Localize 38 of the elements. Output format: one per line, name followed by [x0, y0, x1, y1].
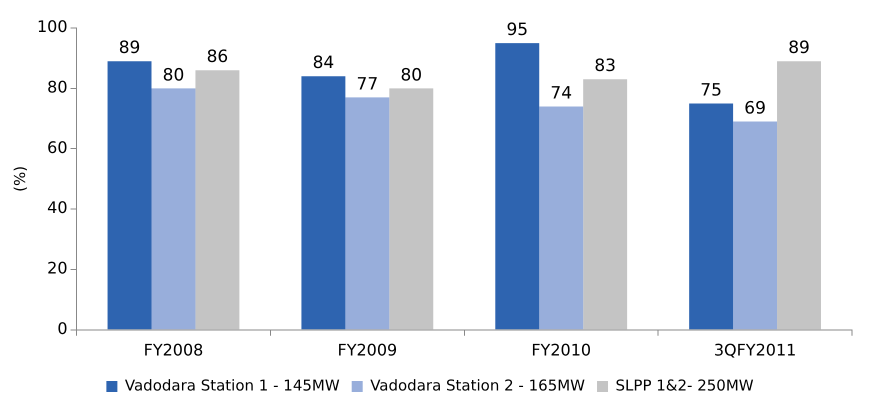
y-tick-label: 40 — [47, 198, 68, 218]
data-label: 86 — [206, 47, 228, 68]
bar — [195, 70, 240, 330]
y-tick-label: 0 — [57, 318, 68, 338]
bar — [495, 43, 540, 330]
data-label: 95 — [506, 20, 528, 40]
y-axis-title: (%) — [10, 166, 29, 192]
y-tick-label: 20 — [47, 258, 68, 278]
data-label: 89 — [118, 38, 140, 58]
x-tick-label: FY2008 — [144, 340, 204, 360]
data-label: 77 — [356, 74, 378, 94]
bar — [733, 122, 778, 330]
x-tick-label: 3QFY2011 — [714, 340, 796, 360]
data-label: 83 — [594, 56, 616, 76]
bar — [108, 61, 152, 330]
bar — [689, 103, 734, 330]
bar — [389, 88, 434, 330]
bar — [539, 106, 584, 330]
bar — [301, 76, 346, 330]
y-tick-label: 80 — [47, 78, 68, 97]
data-label: 80 — [400, 65, 422, 86]
y-tick-label: 60 — [47, 138, 68, 157]
bar — [345, 97, 390, 330]
x-tick-label: FY2009 — [337, 340, 398, 360]
data-label: 89 — [788, 38, 810, 58]
legend-label: Vadodara Station 1 - 145MW — [124, 376, 340, 394]
legend-label: SLPP 1&2- 250MW — [616, 376, 754, 394]
data-label: 84 — [312, 53, 334, 74]
x-tick-label: FY2010 — [531, 340, 592, 360]
bar — [777, 61, 821, 330]
y-tick-label: 100 — [36, 17, 68, 36]
data-label: 74 — [550, 83, 572, 104]
legend-label: Vadodara Station 2 - 165MW — [370, 376, 586, 394]
data-label: 80 — [162, 65, 184, 86]
bar — [583, 79, 628, 330]
data-label: 69 — [744, 98, 766, 118]
bar — [152, 88, 196, 330]
data-label: 75 — [700, 80, 722, 100]
